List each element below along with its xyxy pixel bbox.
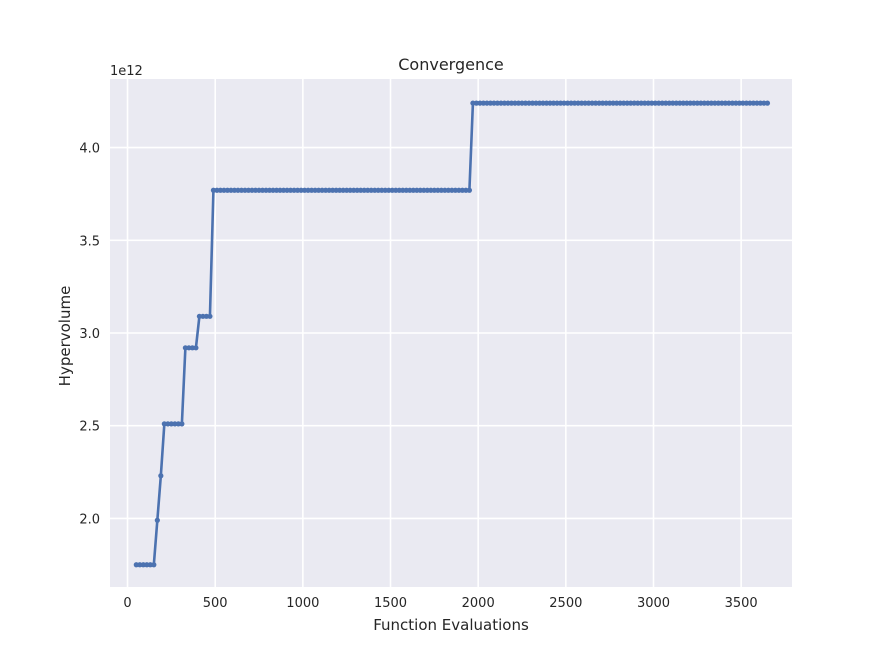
data-point bbox=[466, 187, 473, 193]
y-tick-label: 4.0 bbox=[79, 142, 100, 157]
y-tick-label: 3.0 bbox=[79, 327, 100, 342]
data-point bbox=[207, 313, 213, 319]
x-tick-label: 1500 bbox=[374, 596, 407, 611]
data-point bbox=[158, 473, 164, 479]
data-point bbox=[179, 421, 185, 427]
series-layer bbox=[133, 100, 771, 568]
y-multiplier-label: 1e12 bbox=[110, 64, 143, 79]
grid-lines bbox=[110, 79, 792, 587]
data-point bbox=[151, 562, 157, 568]
y-axis-label: Hypervolume bbox=[56, 286, 74, 387]
x-tick-label: 2000 bbox=[462, 596, 495, 611]
x-axis-label: Function Evaluations bbox=[373, 616, 529, 634]
chart-title: Convergence bbox=[398, 55, 504, 74]
data-point bbox=[764, 100, 771, 106]
x-tick-label: 500 bbox=[203, 596, 228, 611]
data-point bbox=[193, 345, 199, 351]
y-tick-labels: 2.0 2.5 3.0 3.5 4.0 bbox=[79, 142, 100, 528]
x-tick-label: 0 bbox=[123, 596, 131, 611]
data-point bbox=[154, 517, 160, 523]
y-tick-label: 2.5 bbox=[79, 420, 100, 435]
y-tick-label: 3.5 bbox=[79, 234, 100, 249]
x-tick-label: 1000 bbox=[286, 596, 319, 611]
x-tick-labels: 0 500 1000 1500 2000 2500 3000 3500 bbox=[123, 596, 757, 611]
x-tick-label: 3500 bbox=[725, 596, 758, 611]
x-tick-label: 3000 bbox=[637, 596, 670, 611]
x-tick-label: 2500 bbox=[549, 596, 582, 611]
y-tick-label: 2.0 bbox=[79, 512, 100, 527]
